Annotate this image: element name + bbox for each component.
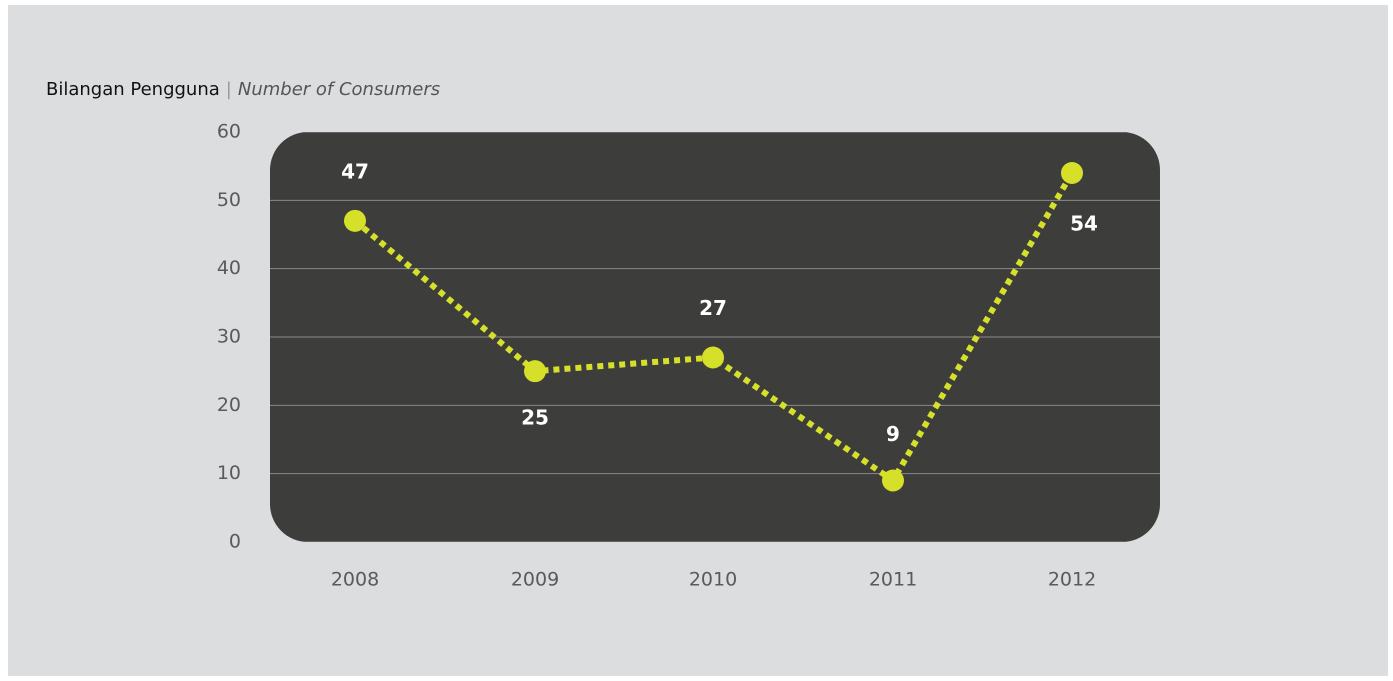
x-tick-label: 2011 <box>869 569 917 591</box>
y-tick-label: 40 <box>217 257 241 279</box>
y-tick-label: 50 <box>217 189 241 211</box>
value-label: 27 <box>699 296 727 320</box>
y-tick-label: 0 <box>229 531 241 553</box>
value-label: 47 <box>341 159 369 183</box>
y-tick-label: 60 <box>217 121 241 143</box>
y-tick-label: 10 <box>217 462 241 484</box>
data-point <box>1061 162 1083 184</box>
x-tick-label: 2010 <box>689 569 737 591</box>
data-point <box>344 209 366 232</box>
x-tick-label: 2012 <box>1048 569 1096 591</box>
data-point <box>702 346 724 369</box>
grid <box>270 132 1160 542</box>
value-label: 54 <box>1070 212 1098 236</box>
value-label: 25 <box>521 406 549 430</box>
y-tick-label: 20 <box>217 394 241 416</box>
value-label: 9 <box>886 422 900 446</box>
title-separator: | <box>226 79 232 100</box>
data-point <box>524 360 546 383</box>
chart-subtitle: Number of Consumers <box>238 79 440 100</box>
data-line <box>353 171 1075 485</box>
chart-title-group: Bilangan Pengguna | Number of Consumers <box>46 79 440 100</box>
y-tick-label: 30 <box>217 326 241 348</box>
data-point <box>882 469 904 492</box>
x-tick-label: 2008 <box>331 569 379 591</box>
chart-title: Bilangan Pengguna <box>46 79 220 100</box>
x-tick-label: 2009 <box>511 569 559 591</box>
